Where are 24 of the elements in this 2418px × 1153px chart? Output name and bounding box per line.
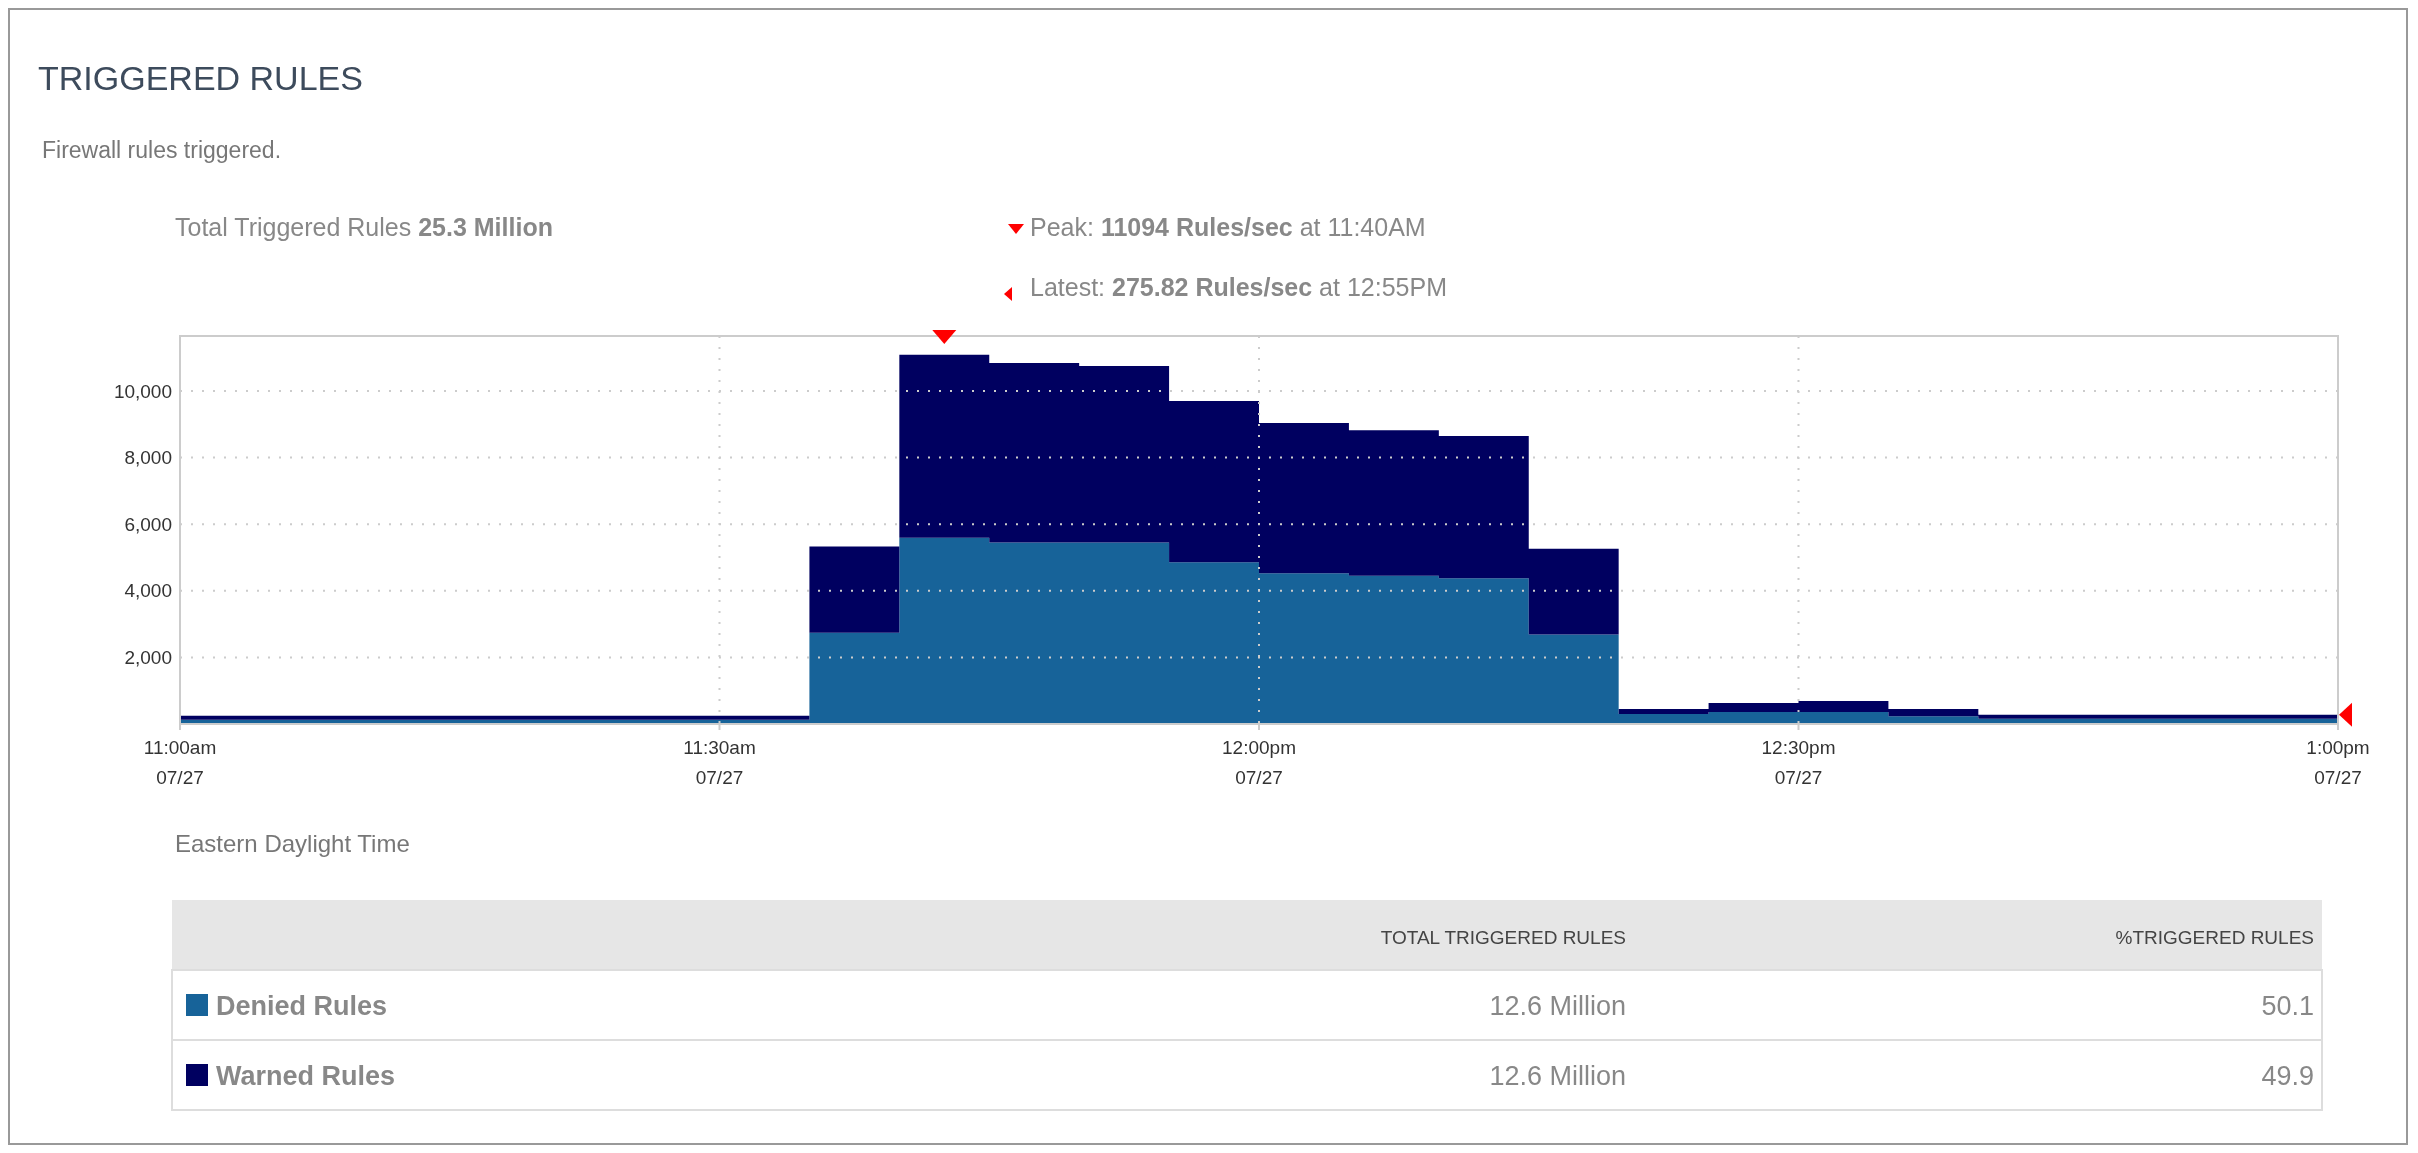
x-axis-title: Eastern Daylight Time [175, 830, 410, 857]
y-tick-label: 6,000 [124, 513, 172, 535]
y-tick-label: 10,000 [113, 380, 172, 402]
text: Total Triggered Rules 25.3 Million [175, 213, 553, 241]
text: 50.1 [2261, 991, 2314, 1021]
text: TOTAL TRIGGERED RULES [1380, 927, 1626, 948]
text: 49.9 [2261, 1061, 2314, 1091]
text: 12.6 Million [1489, 1061, 1626, 1091]
y-tick-label: 4,000 [124, 580, 172, 602]
x-tick-label: 12:00pm 07/27 [1222, 737, 1296, 788]
x-tick-label: 11:30am 07/27 [683, 737, 756, 788]
y-tick-label: 8,000 [124, 447, 172, 469]
text: %TRIGGERED RULES [2115, 927, 2314, 948]
chart-title: TRIGGERED RULES [38, 59, 363, 97]
x-tick-label: 1:00pm 07/27 [2306, 737, 2370, 788]
text: Latest: 275.82 Rules/sec at 12:55PM [1030, 273, 1447, 301]
y-tick-label: 2,000 [124, 647, 172, 669]
x-tick-label: 11:00am 07/27 [143, 737, 217, 788]
text: 12.6 Million [1489, 991, 1626, 1021]
legend-label: Denied Rules [216, 991, 388, 1021]
text: Peak: 11094 Rules/sec at 11:40AM [1030, 213, 1426, 241]
chart-subtitle: Firewall rules triggered. [42, 137, 282, 163]
x-tick-label: 12:30pm 07/27 [1761, 737, 1836, 788]
legend-label: Warned Rules [216, 1061, 396, 1091]
